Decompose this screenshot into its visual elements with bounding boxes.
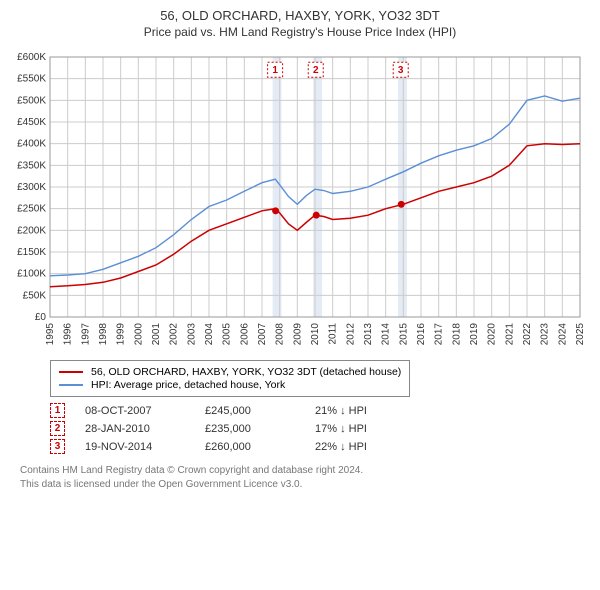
sales-row: 1 08-OCT-2007 £245,000 21% ↓ HPI bbox=[50, 403, 590, 418]
svg-text:£200K: £200K bbox=[17, 225, 46, 236]
svg-text:£250K: £250K bbox=[17, 204, 46, 215]
svg-text:2020: 2020 bbox=[487, 323, 498, 346]
svg-text:2021: 2021 bbox=[504, 323, 515, 346]
svg-text:£50K: £50K bbox=[23, 290, 47, 301]
svg-text:1995: 1995 bbox=[45, 323, 56, 346]
sale-price: £245,000 bbox=[205, 405, 295, 417]
sale-hpi-delta: 21% ↓ HPI bbox=[315, 405, 405, 417]
svg-text:2016: 2016 bbox=[416, 323, 427, 346]
svg-text:2017: 2017 bbox=[434, 323, 445, 346]
sale-hpi-delta: 17% ↓ HPI bbox=[315, 423, 405, 435]
svg-text:£450K: £450K bbox=[17, 117, 46, 128]
svg-text:2007: 2007 bbox=[257, 323, 268, 346]
svg-text:2005: 2005 bbox=[222, 323, 233, 346]
svg-text:2022: 2022 bbox=[522, 323, 533, 346]
svg-text:2018: 2018 bbox=[451, 323, 462, 346]
svg-text:£550K: £550K bbox=[17, 74, 46, 85]
svg-text:2010: 2010 bbox=[310, 323, 321, 346]
svg-text:2008: 2008 bbox=[275, 323, 286, 346]
sale-date: 28-JAN-2010 bbox=[85, 423, 185, 435]
svg-text:£350K: £350K bbox=[17, 160, 46, 171]
svg-text:£400K: £400K bbox=[17, 139, 46, 150]
svg-text:2024: 2024 bbox=[557, 323, 568, 346]
sale-date: 08-OCT-2007 bbox=[85, 405, 185, 417]
svg-text:2004: 2004 bbox=[204, 323, 215, 346]
sale-price: £235,000 bbox=[205, 423, 295, 435]
svg-text:2013: 2013 bbox=[363, 323, 374, 346]
svg-text:2009: 2009 bbox=[292, 323, 303, 346]
title-block: 56, OLD ORCHARD, HAXBY, YORK, YO32 3DT P… bbox=[10, 8, 590, 39]
sale-hpi-delta: 22% ↓ HPI bbox=[315, 441, 405, 453]
svg-text:2015: 2015 bbox=[398, 323, 409, 346]
svg-text:2: 2 bbox=[313, 65, 319, 76]
svg-text:£100K: £100K bbox=[17, 269, 46, 280]
legend-swatch bbox=[59, 384, 83, 386]
svg-text:1997: 1997 bbox=[80, 323, 91, 346]
svg-text:£500K: £500K bbox=[17, 95, 46, 106]
svg-text:1: 1 bbox=[272, 65, 278, 76]
svg-text:1998: 1998 bbox=[98, 323, 109, 346]
sale-marker-icon: 1 bbox=[50, 403, 65, 418]
sales-table: 1 08-OCT-2007 £245,000 21% ↓ HPI 2 28-JAN-201… bbox=[50, 403, 590, 454]
sales-row: 2 28-JAN-2010 £235,000 17% ↓ HPI bbox=[50, 421, 590, 436]
svg-text:£600K: £600K bbox=[17, 52, 46, 63]
svg-text:2014: 2014 bbox=[381, 323, 392, 346]
legend-label: HPI: Average price, detached house, York bbox=[91, 379, 285, 391]
sales-row: 3 19-NOV-2014 £260,000 22% ↓ HPI bbox=[50, 439, 590, 454]
svg-text:2003: 2003 bbox=[186, 323, 197, 346]
legend-swatch bbox=[59, 371, 83, 373]
sale-marker-icon: 3 bbox=[50, 439, 65, 454]
chart-title: 56, OLD ORCHARD, HAXBY, YORK, YO32 3DT bbox=[10, 8, 590, 23]
sale-date: 19-NOV-2014 bbox=[85, 441, 185, 453]
svg-text:2006: 2006 bbox=[239, 323, 250, 346]
svg-text:2001: 2001 bbox=[151, 323, 162, 346]
legend-label: 56, OLD ORCHARD, HAXBY, YORK, YO32 3DT (… bbox=[91, 366, 401, 378]
chart-plot-area: £0 £50K £100K £150K £200K £250K £300K £350K £400… bbox=[10, 47, 590, 352]
svg-text:1999: 1999 bbox=[116, 323, 127, 346]
svg-text:2019: 2019 bbox=[469, 323, 480, 346]
svg-text:2011: 2011 bbox=[328, 323, 339, 345]
svg-text:2000: 2000 bbox=[133, 323, 144, 346]
svg-text:£300K: £300K bbox=[17, 182, 46, 193]
svg-text:3: 3 bbox=[398, 65, 404, 76]
footnote-line: This data is licensed under the Open Gov… bbox=[20, 478, 590, 492]
sale-marker-icon: 2 bbox=[50, 421, 65, 436]
svg-text:2002: 2002 bbox=[169, 323, 180, 346]
legend-item: 56, OLD ORCHARD, HAXBY, YORK, YO32 3DT (… bbox=[59, 366, 401, 378]
footnote: Contains HM Land Registry data © Crown c… bbox=[20, 464, 590, 491]
svg-text:£150K: £150K bbox=[17, 247, 46, 258]
svg-text:2012: 2012 bbox=[345, 323, 356, 346]
chart-subtitle: Price paid vs. HM Land Registry's House … bbox=[10, 25, 590, 39]
footnote-line: Contains HM Land Registry data © Crown c… bbox=[20, 464, 590, 478]
line-chart-svg: £0 £50K £100K £150K £200K £250K £300K £350K £400… bbox=[10, 47, 590, 352]
legend-item: HPI: Average price, detached house, York bbox=[59, 379, 401, 391]
svg-text:2025: 2025 bbox=[575, 323, 586, 346]
chart-container: 56, OLD ORCHARD, HAXBY, YORK, YO32 3DT P… bbox=[0, 0, 600, 499]
legend: 56, OLD ORCHARD, HAXBY, YORK, YO32 3DT (… bbox=[50, 360, 410, 397]
svg-text:1996: 1996 bbox=[63, 323, 74, 346]
svg-text:2023: 2023 bbox=[540, 323, 551, 346]
svg-text:£0: £0 bbox=[35, 312, 47, 323]
sale-price: £260,000 bbox=[205, 441, 295, 453]
